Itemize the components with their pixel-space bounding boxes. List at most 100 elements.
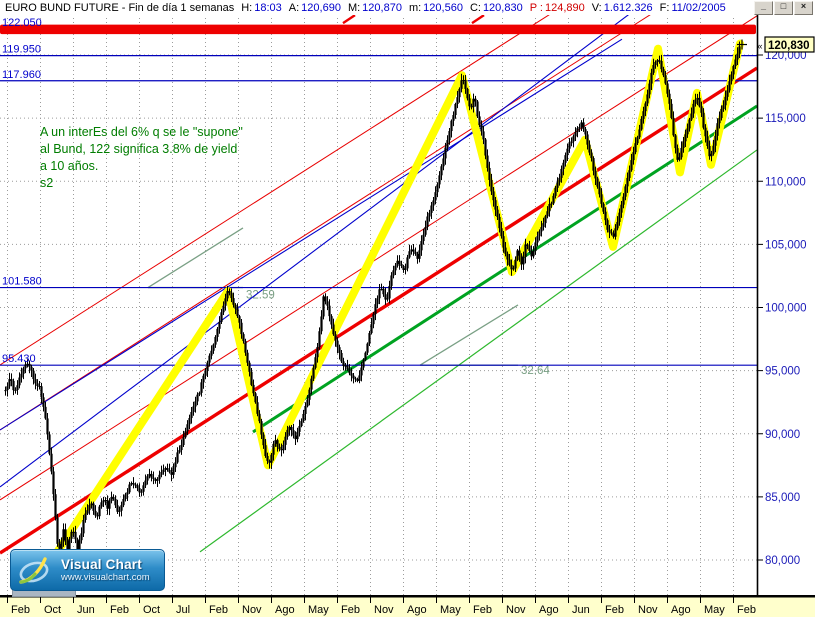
candle-body (46, 418, 49, 435)
candle-body (120, 505, 123, 511)
maximize-button[interactable]: □ (774, 1, 793, 15)
candle-body (692, 103, 695, 114)
candle-body (410, 249, 413, 252)
candle-body (486, 155, 489, 168)
candle-body (646, 94, 649, 104)
candle-body (302, 413, 305, 422)
candle-body (642, 111, 645, 119)
x-tick-label-21: May (704, 604, 725, 616)
candle-body (10, 379, 13, 381)
candle-body (370, 324, 373, 334)
candle-body (114, 498, 117, 506)
candle-body (720, 109, 723, 119)
candle-body (626, 177, 629, 187)
candle-body (610, 232, 613, 234)
candle-body (320, 316, 323, 332)
candle-body (590, 152, 593, 159)
candle-body (130, 483, 133, 485)
candle-body (296, 431, 299, 440)
candle-body (696, 97, 699, 100)
candle-body (40, 386, 43, 398)
candle-body (608, 229, 611, 233)
candle-body (108, 501, 111, 509)
instrument-title: EURO BUND FUTURE - Fin de día 1 semanas (5, 1, 235, 14)
candle-body (426, 216, 429, 227)
candle-body (598, 186, 601, 195)
candle-body (132, 483, 135, 485)
candle-body (258, 413, 261, 422)
logo-url[interactable]: www.visualchart.com (61, 572, 150, 583)
candle-body (72, 531, 75, 533)
candle-body (508, 259, 511, 265)
candle-body (342, 361, 345, 366)
candle-body (700, 106, 703, 113)
candle-body (4, 390, 7, 392)
candle-body (596, 178, 599, 187)
candle-body (668, 93, 671, 104)
x-tick-label-14: Feb (473, 604, 492, 616)
candle-body (312, 367, 315, 379)
candle-body (582, 122, 585, 130)
visual-chart-logo[interactable]: Visual Chart www.visualchart.com (10, 549, 165, 591)
candle-body (648, 83, 651, 95)
y-tick-label: 95,000 (765, 366, 800, 378)
candle-body (176, 452, 179, 463)
candle-body (148, 473, 151, 477)
candle-body (70, 531, 73, 539)
candle-body (238, 316, 241, 323)
candle-body (310, 378, 313, 390)
candle-body (32, 370, 35, 380)
x-tick-label-20: Ago (671, 604, 691, 616)
candle-body (26, 363, 29, 365)
candle-body (244, 341, 247, 353)
candle-body (118, 510, 121, 512)
candle-body (164, 468, 167, 470)
candle-body (490, 179, 493, 192)
candle-body (212, 344, 215, 351)
candle-body (450, 120, 453, 132)
candle-body (408, 251, 411, 258)
candle-body (376, 298, 379, 305)
price-axis-panel (758, 14, 815, 595)
candle-body (192, 406, 195, 412)
x-tick-label-7: Nov (242, 604, 262, 616)
candle-body (572, 136, 575, 142)
candle-body (406, 257, 409, 269)
level-label-95.430: 95.430 (2, 353, 36, 365)
trendline-red-fan-middle (0, 14, 653, 431)
candle-body (234, 304, 237, 309)
y-tick-label: 105,000 (765, 239, 807, 251)
candle-body (6, 386, 9, 391)
candle-body (136, 485, 139, 489)
candle-body (592, 158, 595, 171)
candle-body (516, 250, 519, 260)
candle-body (694, 99, 697, 104)
candle-body (54, 494, 57, 518)
candle-body (558, 177, 561, 183)
candle-body (152, 477, 155, 479)
swoosh-icon (19, 557, 49, 584)
candle-body (568, 143, 571, 149)
candle-body (730, 74, 733, 82)
x-tick-label-13: May (440, 604, 461, 616)
candle-body (316, 346, 319, 358)
candle-body (326, 301, 329, 306)
candle-body (416, 253, 419, 259)
window-buttons: _ □ × (754, 1, 813, 15)
candle-body (580, 122, 583, 128)
minimize-button[interactable]: _ (754, 1, 773, 15)
candle-body (20, 373, 23, 378)
candle-body (124, 494, 127, 500)
candle-body (396, 260, 399, 266)
candle-body (178, 450, 181, 453)
close-button[interactable]: × (794, 1, 813, 15)
candle-body (442, 158, 445, 167)
candle-body (288, 426, 291, 430)
trendline-green-lower (199, 149, 757, 553)
candle-body (420, 241, 423, 251)
candle-body (672, 117, 675, 136)
candle-body (340, 353, 343, 362)
logo-text: Visual Chart www.visualchart.com (61, 557, 150, 583)
candle-body (684, 134, 687, 142)
